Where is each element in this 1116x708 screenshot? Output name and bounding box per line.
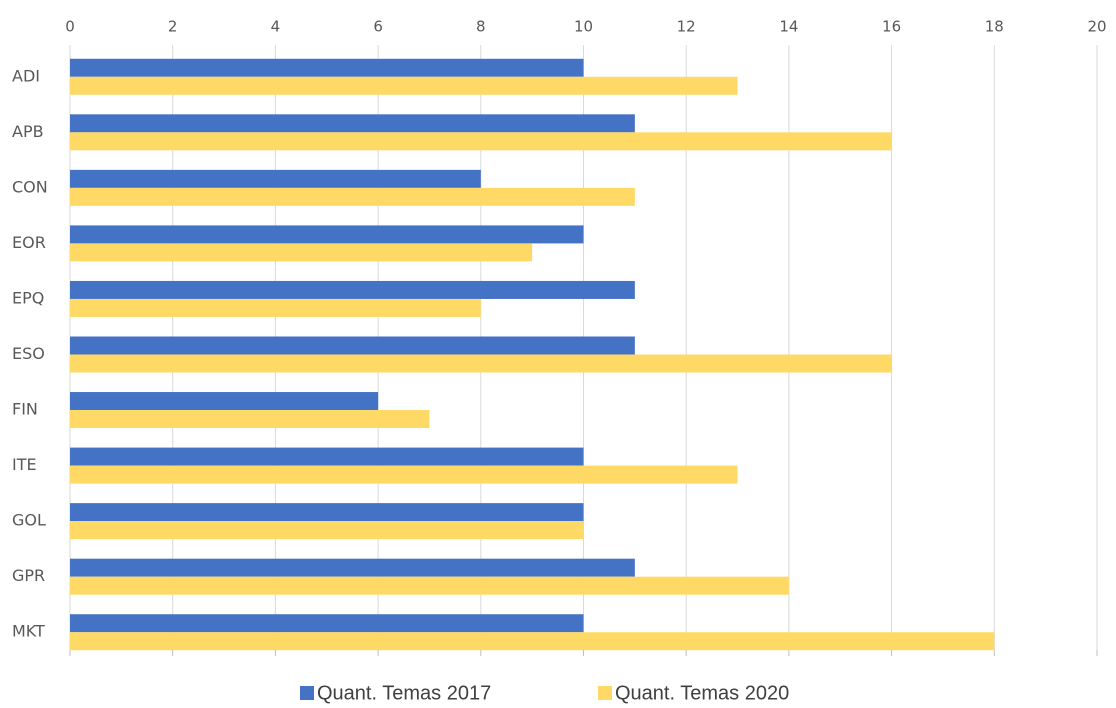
- x-tick-label: 6: [373, 18, 383, 36]
- x-tick-label: 8: [476, 18, 486, 36]
- bar: [70, 243, 533, 262]
- bar: [70, 447, 584, 466]
- legend-label: Quant. Temas 2020: [615, 682, 789, 704]
- bar: [70, 576, 789, 595]
- bar: [70, 225, 584, 244]
- bar: [70, 354, 892, 373]
- bar: [70, 614, 584, 633]
- bar: [70, 187, 635, 206]
- bar: [70, 76, 738, 95]
- bar: [70, 280, 635, 299]
- bar: [70, 169, 481, 188]
- y-tick-label: ADI: [12, 66, 40, 85]
- y-tick-label: APB: [12, 122, 44, 141]
- bar: [70, 392, 379, 411]
- bar: [70, 503, 584, 522]
- x-tick-label: 20: [1087, 18, 1106, 36]
- y-tick-label: FIN: [12, 400, 38, 419]
- x-tick-label: 14: [779, 18, 798, 36]
- legend-swatch: [300, 686, 314, 700]
- y-tick-label: GPR: [12, 566, 45, 585]
- y-tick-label: EOR: [12, 233, 46, 252]
- bar: [70, 58, 584, 77]
- bar: [70, 132, 892, 151]
- x-tick-label: 10: [574, 18, 593, 36]
- y-tick-label: GOL: [12, 511, 46, 530]
- bar: [70, 336, 635, 355]
- legend-swatch: [598, 686, 612, 700]
- x-tick-label: 0: [65, 18, 75, 36]
- bar: [70, 465, 738, 484]
- bar: [70, 114, 635, 133]
- legend-label: Quant. Temas 2017: [317, 682, 491, 704]
- y-tick-label: ITE: [12, 455, 37, 474]
- y-tick-label: EPQ: [12, 288, 44, 307]
- bar: [70, 521, 584, 540]
- x-tick-label: 12: [677, 18, 696, 36]
- y-tick-label: CON: [12, 177, 48, 196]
- bar: [70, 558, 635, 577]
- x-tick-label: 4: [271, 18, 281, 36]
- y-tick-label: MKT: [12, 622, 45, 641]
- bar: [70, 298, 481, 317]
- y-tick-label: ESO: [12, 344, 45, 363]
- x-tick-label: 16: [882, 18, 901, 36]
- x-tick-label: 18: [985, 18, 1004, 36]
- x-tick-label: 2: [168, 18, 178, 36]
- bar: [70, 632, 995, 651]
- bar: [70, 410, 430, 429]
